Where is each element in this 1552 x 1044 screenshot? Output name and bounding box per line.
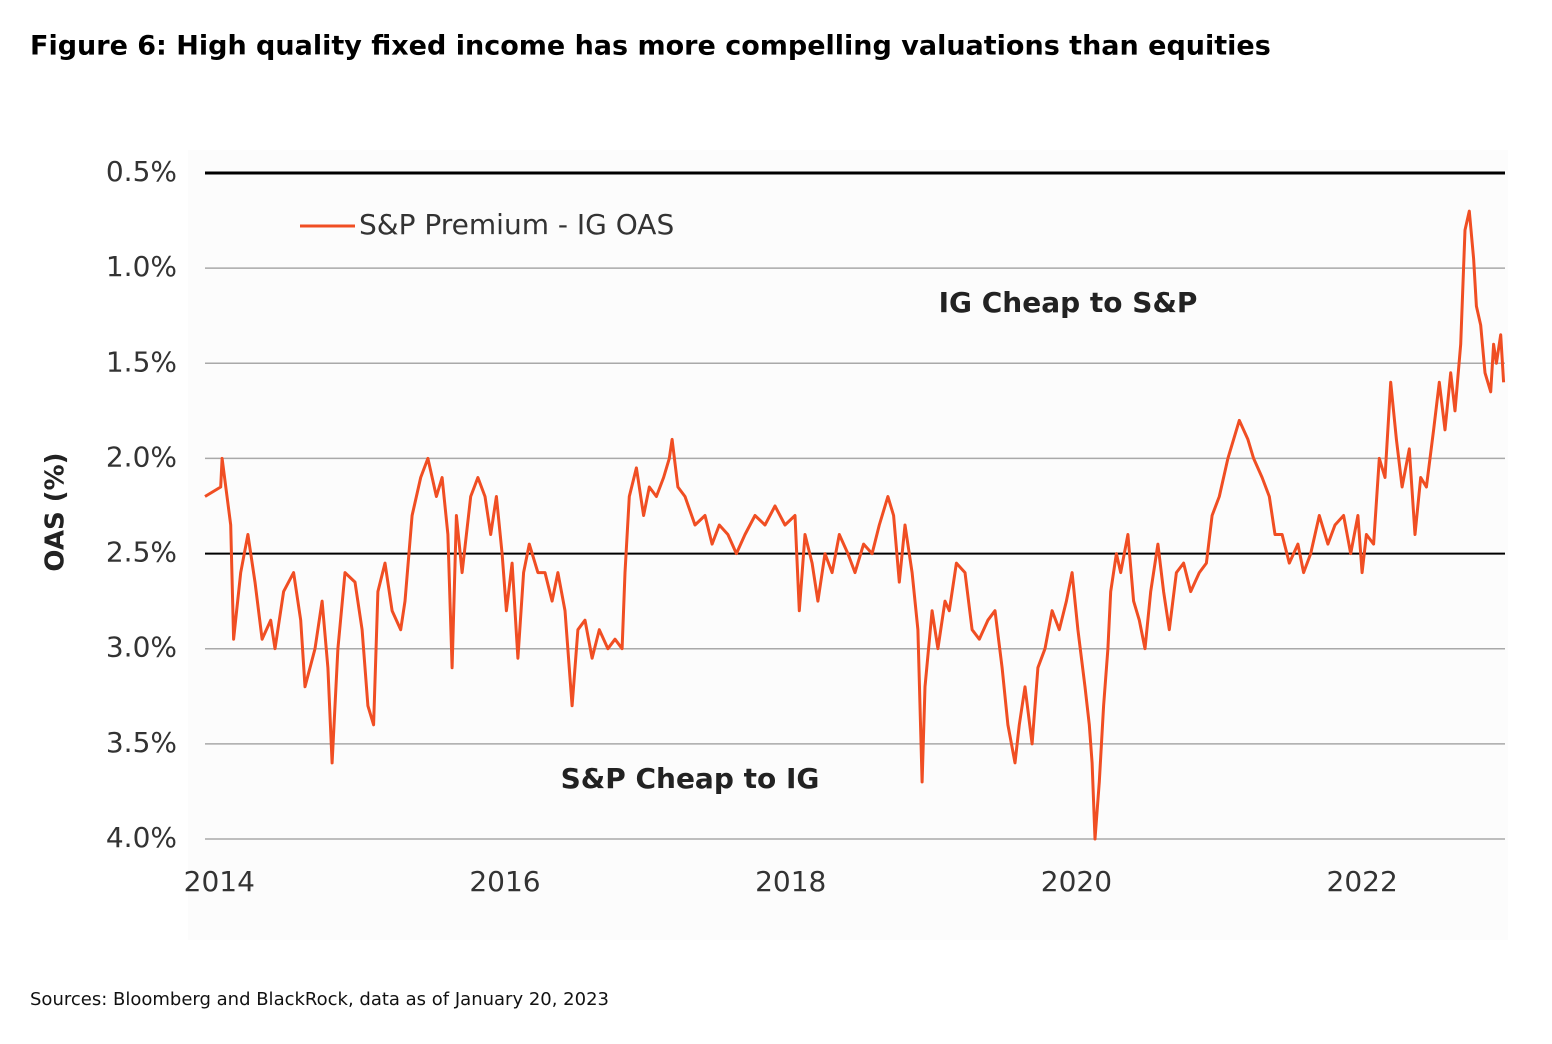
y-tick-label: 2.5% — [106, 536, 177, 569]
source-note: Sources: Bloomberg and BlackRock, data a… — [30, 989, 609, 1010]
x-tick-label: 2020 — [1041, 865, 1112, 898]
y-tick-label: 0.5% — [106, 155, 177, 188]
y-tick-label: 1.0% — [106, 250, 177, 283]
annotation: S&P Cheap to IG — [561, 762, 820, 795]
x-tick-label: 2014 — [184, 865, 255, 898]
x-tick-label: 2022 — [1327, 865, 1398, 898]
y-tick-label: 3.0% — [106, 631, 177, 664]
y-tick-label: 2.0% — [106, 440, 177, 473]
x-tick-label: 2016 — [469, 865, 540, 898]
plot: S&P Premium - IG OAS — [204, 208, 1506, 841]
x-tick-label: 2018 — [755, 865, 826, 898]
plot-background — [188, 150, 1508, 940]
legend-label: S&P Premium - IG OAS — [359, 208, 674, 241]
annotation: IG Cheap to S&P — [939, 286, 1198, 319]
y-tick-label: 3.5% — [106, 726, 177, 759]
y-axis-label: OAS (%) — [41, 452, 71, 571]
y-tick-label: 4.0% — [106, 821, 177, 854]
data-line — [204, 209, 1506, 841]
y-tick-label: 1.5% — [106, 345, 177, 378]
chart-title: Figure 6: High quality fixed income has … — [30, 31, 1271, 62]
